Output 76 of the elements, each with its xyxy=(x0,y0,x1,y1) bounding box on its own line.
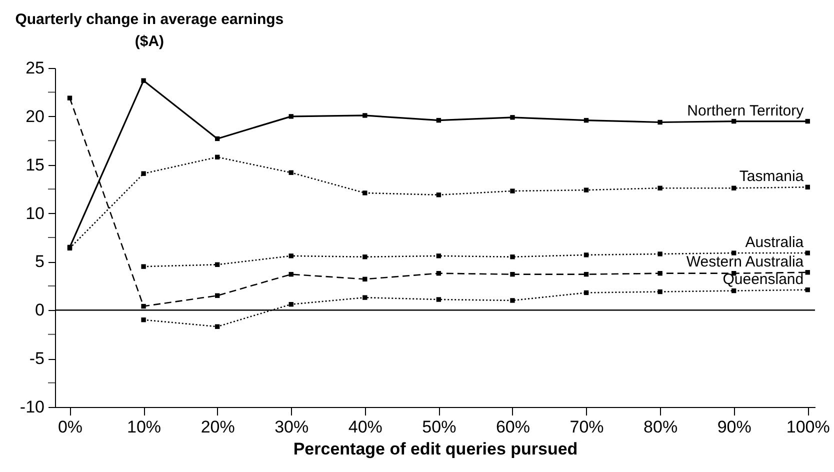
point xyxy=(288,302,294,307)
point xyxy=(362,276,368,282)
y-tick-label: 0 xyxy=(35,300,44,320)
point xyxy=(658,289,662,294)
point xyxy=(288,170,294,175)
point xyxy=(805,270,810,275)
point xyxy=(510,272,515,277)
x-tick-label: 100% xyxy=(786,418,830,436)
point xyxy=(658,252,662,256)
point xyxy=(362,113,368,118)
point xyxy=(805,184,810,190)
point xyxy=(584,188,589,192)
point xyxy=(141,78,146,83)
point xyxy=(731,250,736,256)
x-tick-label: 20% xyxy=(200,418,235,436)
point xyxy=(584,118,589,123)
point xyxy=(362,190,368,196)
point xyxy=(658,120,662,125)
x-tick-label: 50% xyxy=(422,418,456,436)
x-tick-label: 80% xyxy=(644,418,678,436)
point xyxy=(288,254,294,258)
series-label: Queensland xyxy=(722,270,804,288)
y-tick-label: 10 xyxy=(26,204,44,223)
point xyxy=(214,262,220,267)
point xyxy=(362,254,368,260)
point xyxy=(805,250,810,256)
point xyxy=(584,252,589,258)
point xyxy=(436,118,442,123)
series-label: Northern Territory xyxy=(687,102,804,120)
y-axis-title: Quarterly change in average earnings ($A) xyxy=(15,11,284,50)
y-tick-label: -5 xyxy=(29,349,44,368)
y-tick-label: 5 xyxy=(35,252,44,272)
point xyxy=(362,295,368,300)
point xyxy=(436,254,442,258)
x-tick-label: 10% xyxy=(127,418,162,436)
point xyxy=(288,114,294,119)
series-label: Western Australia xyxy=(686,253,804,270)
x-tick-label: 0% xyxy=(58,418,83,436)
point xyxy=(141,304,146,309)
x-tick-label: 90% xyxy=(717,418,752,436)
point xyxy=(510,188,515,194)
point xyxy=(141,171,146,176)
point xyxy=(67,96,72,100)
point xyxy=(436,270,442,276)
y-tick-label: 25 xyxy=(26,58,44,78)
point xyxy=(731,288,736,294)
point xyxy=(214,136,220,142)
point xyxy=(731,118,736,124)
point xyxy=(288,272,294,277)
point xyxy=(214,293,220,298)
x-tick-label: 30% xyxy=(274,418,309,436)
point xyxy=(658,270,662,276)
point xyxy=(141,317,146,322)
x-tick-label: 70% xyxy=(570,418,604,436)
point xyxy=(510,298,515,303)
x-axis-title: Percentage of edit queries pursued xyxy=(293,440,578,458)
series-label: Tasmania xyxy=(739,168,804,186)
point xyxy=(805,118,810,124)
point xyxy=(805,287,810,292)
point xyxy=(658,186,662,190)
point xyxy=(584,272,589,277)
point xyxy=(436,192,442,198)
x-tick-label: 60% xyxy=(496,418,530,436)
x-tick-label: 40% xyxy=(348,418,382,436)
point xyxy=(510,115,515,120)
y-tick-label: 15 xyxy=(26,155,44,174)
point xyxy=(214,154,220,160)
series-label: Australia xyxy=(745,234,804,251)
point xyxy=(436,297,442,302)
point xyxy=(584,290,589,296)
y-tick-label: -10 xyxy=(20,398,44,416)
point xyxy=(141,264,146,269)
point xyxy=(731,186,736,190)
point xyxy=(214,324,220,329)
point xyxy=(510,254,515,260)
y-tick-label: 20 xyxy=(26,106,44,126)
